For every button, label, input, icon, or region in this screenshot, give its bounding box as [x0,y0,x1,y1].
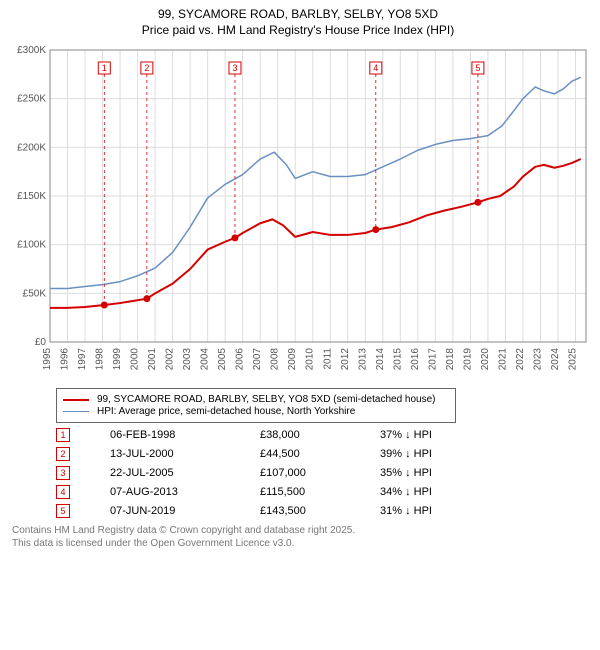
svg-text:1998: 1998 [95,348,106,371]
title-line1: 99, SYCAMORE ROAD, BARLBY, SELBY, YO8 5X… [6,6,590,22]
svg-text:2019: 2019 [462,348,473,371]
sale-price: £107,000 [260,467,340,479]
sale-date: 22-JUL-2005 [110,467,220,479]
svg-text:2025: 2025 [567,348,578,371]
legend-row: HPI: Average price, semi-detached house,… [63,406,449,417]
chart-area: £0 £50K £100K £150K £200K £250K £300K 1995 1996 1… [6,42,590,382]
svg-text:2022: 2022 [515,348,526,371]
legend-swatch [63,399,89,401]
title-line2: Price paid vs. HM Land Registry's House … [6,22,590,38]
chart-title: 99, SYCAMORE ROAD, BARLBY, SELBY, YO8 5X… [6,6,590,38]
legend-swatch [63,411,89,412]
svg-text:2011: 2011 [322,348,333,370]
svg-text:2013: 2013 [357,348,368,371]
svg-text:2007: 2007 [252,348,263,371]
svg-text:£250K: £250K [17,94,46,105]
legend-label: 99, SYCAMORE ROAD, BARLBY, SELBY, YO8 5X… [97,394,436,405]
sale-marker-icon: 4 [56,485,70,499]
svg-text:2021: 2021 [497,348,508,371]
svg-text:2012: 2012 [340,348,351,371]
svg-text:1: 1 [102,63,107,73]
svg-text:2008: 2008 [270,348,281,371]
svg-text:£300K: £300K [17,45,46,56]
svg-text:2: 2 [144,63,149,73]
svg-text:£100K: £100K [17,240,46,251]
svg-text:2002: 2002 [165,348,176,371]
svg-text:2014: 2014 [375,348,386,371]
sale-price: £44,500 [260,448,340,460]
svg-text:2024: 2024 [550,348,561,371]
sale-marker-icon: 5 [56,504,70,518]
footer-line1: Contains HM Land Registry data © Crown c… [12,524,590,537]
sale-pct: 39% ↓ HPI [380,448,470,460]
sales-table: 1 06-FEB-1998 £38,000 37% ↓ HPI 2 13-JUL-2000… [56,428,590,518]
svg-text:1996: 1996 [60,348,71,371]
sale-pct: 31% ↓ HPI [380,505,470,517]
sale-marker-icon: 3 [56,466,70,480]
svg-text:2020: 2020 [480,348,491,371]
svg-text:2015: 2015 [392,348,403,371]
svg-text:2017: 2017 [427,348,438,371]
footer: Contains HM Land Registry data © Crown c… [12,524,590,550]
svg-text:£150K: £150K [17,191,46,202]
price-chart: £0 £50K £100K £150K £200K £250K £300K 1995 1996 1… [6,42,590,382]
svg-text:2016: 2016 [410,348,421,371]
sale-marker-icon: 1 [56,428,70,442]
sale-price: £143,500 [260,505,340,517]
svg-text:2003: 2003 [182,348,193,371]
footer-line2: This data is licensed under the Open Gov… [12,537,590,550]
svg-text:£0: £0 [35,337,47,348]
svg-text:2000: 2000 [130,348,141,371]
svg-text:£200K: £200K [17,143,46,154]
sale-row: 4 07-AUG-2013 £115,500 34% ↓ HPI [56,485,590,499]
svg-text:4: 4 [373,63,378,73]
svg-text:£50K: £50K [23,289,47,300]
sale-date: 06-FEB-1998 [110,429,220,441]
sale-date: 13-JUL-2000 [110,448,220,460]
sale-price: £38,000 [260,429,340,441]
sale-price: £115,500 [260,486,340,498]
sale-pct: 35% ↓ HPI [380,467,470,479]
legend: 99, SYCAMORE ROAD, BARLBY, SELBY, YO8 5X… [56,388,456,423]
svg-text:2006: 2006 [235,348,246,371]
sale-pct: 34% ↓ HPI [380,486,470,498]
svg-text:2018: 2018 [445,348,456,371]
svg-text:1997: 1997 [77,348,88,371]
svg-text:2004: 2004 [200,348,211,371]
sale-row: 3 22-JUL-2005 £107,000 35% ↓ HPI [56,466,590,480]
svg-text:5: 5 [475,63,480,73]
sale-row: 1 06-FEB-1998 £38,000 37% ↓ HPI [56,428,590,442]
svg-text:3: 3 [232,63,237,73]
sale-row: 5 07-JUN-2019 £143,500 31% ↓ HPI [56,504,590,518]
svg-text:2009: 2009 [287,348,298,371]
legend-label: HPI: Average price, semi-detached house,… [97,406,355,417]
svg-text:2001: 2001 [147,348,158,371]
svg-text:1995: 1995 [42,348,53,371]
sale-marker-icon: 2 [56,447,70,461]
svg-text:2023: 2023 [532,348,543,371]
sale-date: 07-JUN-2019 [110,505,220,517]
svg-text:2005: 2005 [217,348,228,371]
sale-row: 2 13-JUL-2000 £44,500 39% ↓ HPI [56,447,590,461]
svg-text:2010: 2010 [305,348,316,371]
legend-row: 99, SYCAMORE ROAD, BARLBY, SELBY, YO8 5X… [63,394,449,405]
sale-date: 07-AUG-2013 [110,486,220,498]
sale-pct: 37% ↓ HPI [380,429,470,441]
svg-text:1999: 1999 [112,348,123,371]
